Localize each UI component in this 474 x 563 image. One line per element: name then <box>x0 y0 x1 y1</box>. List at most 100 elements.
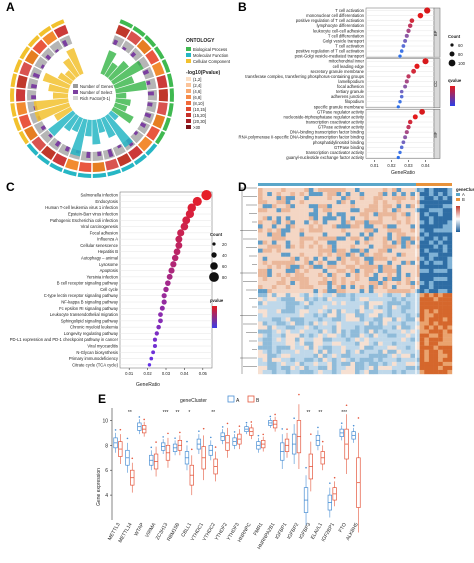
term-ring-outer <box>167 103 174 117</box>
heatmap-cell <box>281 285 286 290</box>
heatmap-cell <box>438 268 443 274</box>
heatmap-cell <box>290 293 296 298</box>
heatmap-cell <box>336 264 342 270</box>
heatmap-cell <box>378 345 383 350</box>
heatmap-cell <box>327 188 333 193</box>
heatmap-cell <box>276 349 282 354</box>
heatmap-cell <box>391 236 397 241</box>
heatmap-cell <box>290 196 296 201</box>
heatmap-cell <box>368 333 374 338</box>
rich-factor-bar <box>104 62 118 78</box>
heatmap-cell <box>271 208 277 213</box>
heatmap-cell <box>345 188 351 193</box>
heatmap-cell <box>313 252 319 257</box>
heatmap-cell <box>391 248 397 253</box>
select-bar <box>32 72 41 79</box>
heatmap-cell <box>378 369 383 375</box>
heatmap-cell <box>322 196 328 201</box>
heatmap-cell <box>415 232 420 237</box>
heatmap-cell <box>415 353 420 359</box>
heatmap-cell <box>391 252 397 257</box>
heatmap-cell <box>341 325 346 330</box>
heatmap-cell <box>415 208 420 213</box>
heatmap-cell <box>396 196 402 201</box>
heatmap-cell <box>341 357 346 363</box>
heatmap-cell <box>304 337 310 342</box>
heatmap-cell <box>415 341 420 346</box>
heatmap-cell <box>285 248 291 253</box>
rich-factor-bar <box>63 58 80 78</box>
heatmap-cell <box>299 248 305 253</box>
padj-colorbar <box>450 86 455 106</box>
heatmap-cell <box>364 309 370 314</box>
heatmap-cell <box>285 321 291 326</box>
heatmap-cell <box>262 216 268 221</box>
heatmap-cell <box>428 321 434 326</box>
heatmap-cell <box>267 236 273 241</box>
heatmap-cell <box>336 260 342 266</box>
heatmap-cell <box>331 264 337 270</box>
heatmap-cell <box>294 268 300 274</box>
heatmap-cell <box>258 220 263 225</box>
heatmap-cell <box>258 236 263 241</box>
heatmap-cell <box>341 333 346 338</box>
heatmap-cell <box>424 232 430 237</box>
heatmap-cell <box>262 361 268 367</box>
heatmap-cell <box>299 305 305 310</box>
heatmap-cell <box>438 204 443 209</box>
heatmap-cell <box>433 345 439 350</box>
heatmap-cell <box>447 341 453 346</box>
heatmap-cell <box>368 272 374 278</box>
heatmap-cell <box>405 256 411 261</box>
heatmap-cell <box>405 264 411 270</box>
heatmap-cell <box>299 240 305 245</box>
heatmap-cell <box>373 188 379 193</box>
heatmap-cell <box>378 357 383 363</box>
heatmap-cell <box>378 305 383 310</box>
rich-factor-bar <box>57 72 73 85</box>
heatmap-cell <box>345 309 351 314</box>
heatmap-cell <box>327 228 333 233</box>
heatmap-cell <box>331 216 337 221</box>
heatmap-cell <box>391 285 397 290</box>
heatmap-cell <box>308 220 314 225</box>
go-dot <box>401 44 406 48</box>
heatmap-cell <box>419 200 425 205</box>
heatmap-cell <box>276 208 282 213</box>
heatmap-cell <box>336 369 342 375</box>
heatmap-cell <box>285 244 291 249</box>
heatmap-cell <box>341 204 346 209</box>
heatmap-cell <box>373 333 379 338</box>
heatmap-cell <box>336 236 342 241</box>
heatmap-cell <box>442 236 448 241</box>
heatmap-cell <box>327 196 333 201</box>
heatmap-cell <box>438 369 443 375</box>
heatmap-cell <box>364 361 370 367</box>
kegg-term-label: Pathogenic Escherichia coli infection <box>50 218 119 223</box>
heatmap-cell <box>447 289 453 294</box>
heatmap-cell <box>355 192 360 197</box>
heatmap-cell <box>281 232 286 237</box>
heatmap-cell <box>304 293 310 298</box>
heatmap-cell <box>313 240 319 245</box>
heatmap-cell <box>387 333 393 338</box>
heatmap-cell <box>327 321 333 326</box>
heatmap-cell <box>410 252 416 257</box>
kegg-dot <box>175 241 183 249</box>
heatmap-cell <box>378 325 383 330</box>
heatmap-cell <box>396 248 402 253</box>
heatmap-cell <box>285 216 291 221</box>
term-ring-outer <box>121 162 135 173</box>
heatmap-cell <box>258 272 263 278</box>
heatmap-cell <box>327 309 333 314</box>
heatmap-cell <box>313 232 319 237</box>
heatmap-cell <box>304 228 310 233</box>
boxplot-outlier <box>155 441 157 443</box>
heatmap-cell <box>391 264 397 270</box>
heatmap-cell <box>396 305 402 310</box>
legend-swatch-cc <box>186 59 191 63</box>
heatmap-cell <box>405 293 411 298</box>
heatmap-cell <box>378 260 383 266</box>
heatmap-cell <box>327 224 333 229</box>
heatmap-cell <box>341 248 346 253</box>
